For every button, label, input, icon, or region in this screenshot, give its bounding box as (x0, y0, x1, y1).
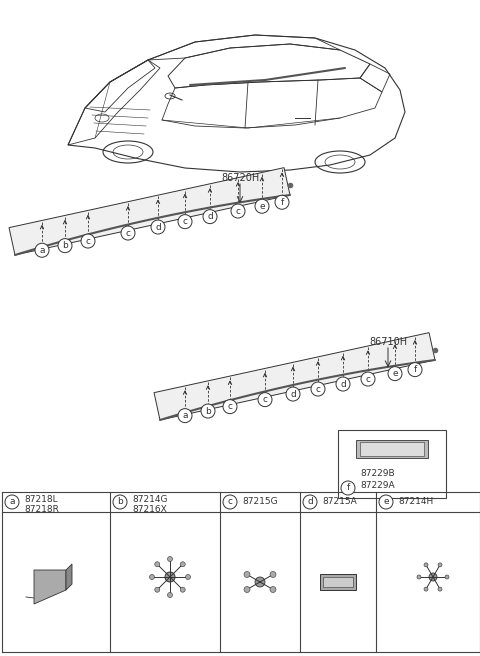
Circle shape (258, 393, 272, 407)
Circle shape (168, 556, 172, 562)
Circle shape (244, 571, 250, 577)
Circle shape (113, 495, 127, 509)
Circle shape (270, 586, 276, 592)
Text: d: d (207, 212, 213, 221)
Text: 86710H: 86710H (369, 337, 407, 347)
Text: e: e (383, 497, 389, 506)
Circle shape (336, 377, 350, 391)
Text: 87215G: 87215G (242, 497, 277, 506)
Polygon shape (66, 564, 72, 590)
Circle shape (388, 367, 402, 380)
Text: c: c (125, 228, 131, 237)
Text: a: a (182, 411, 188, 420)
Circle shape (445, 575, 449, 579)
Text: c: c (228, 497, 232, 506)
Polygon shape (360, 442, 424, 456)
Text: a: a (9, 497, 15, 506)
Text: d: d (307, 497, 313, 506)
FancyBboxPatch shape (338, 430, 446, 498)
Text: c: c (85, 237, 91, 245)
Circle shape (178, 215, 192, 229)
Circle shape (270, 571, 276, 577)
Text: c: c (365, 375, 371, 384)
Circle shape (151, 220, 165, 234)
Circle shape (5, 495, 19, 509)
Text: b: b (62, 241, 68, 250)
Circle shape (185, 575, 191, 579)
Circle shape (286, 387, 300, 401)
Text: 87218L: 87218L (24, 495, 58, 504)
Circle shape (244, 586, 250, 592)
Text: c: c (228, 402, 232, 411)
Circle shape (303, 495, 317, 509)
Text: c: c (263, 395, 267, 404)
Text: d: d (340, 380, 346, 388)
Circle shape (275, 195, 289, 209)
Circle shape (165, 572, 175, 582)
Text: e: e (392, 369, 398, 378)
Circle shape (231, 204, 245, 218)
Text: f: f (413, 365, 417, 374)
Text: b: b (205, 407, 211, 415)
Text: d: d (290, 390, 296, 399)
Circle shape (361, 372, 375, 386)
FancyBboxPatch shape (323, 577, 353, 587)
Polygon shape (9, 168, 290, 255)
Circle shape (424, 563, 428, 567)
Circle shape (81, 234, 95, 248)
Text: d: d (155, 222, 161, 232)
Circle shape (438, 587, 442, 591)
Circle shape (311, 382, 325, 396)
Text: c: c (315, 384, 321, 394)
Circle shape (35, 243, 49, 257)
Text: 87229A: 87229A (360, 482, 395, 491)
Text: f: f (280, 197, 284, 207)
Circle shape (180, 587, 185, 592)
Circle shape (223, 495, 237, 509)
Polygon shape (34, 570, 66, 604)
Circle shape (155, 587, 160, 592)
Circle shape (408, 363, 422, 377)
Text: 87216X: 87216X (132, 504, 167, 514)
Circle shape (155, 562, 160, 567)
Text: 87214H: 87214H (398, 497, 433, 506)
Circle shape (429, 573, 437, 581)
Circle shape (180, 562, 185, 567)
Text: e: e (259, 202, 265, 211)
Circle shape (168, 592, 172, 598)
Polygon shape (356, 440, 428, 458)
Circle shape (201, 404, 215, 418)
Circle shape (341, 481, 355, 495)
Text: 87215A: 87215A (322, 497, 357, 506)
Polygon shape (154, 333, 435, 420)
Circle shape (58, 239, 72, 253)
Text: f: f (347, 483, 349, 493)
Text: 87214G: 87214G (132, 495, 168, 504)
Circle shape (255, 199, 269, 213)
Text: c: c (182, 217, 188, 226)
Circle shape (438, 563, 442, 567)
Text: 87229B: 87229B (360, 470, 395, 478)
Text: 86720H: 86720H (221, 173, 259, 183)
Circle shape (149, 575, 155, 579)
Circle shape (203, 210, 217, 224)
Circle shape (178, 409, 192, 422)
Text: c: c (236, 207, 240, 216)
Text: 87218R: 87218R (24, 504, 59, 514)
FancyBboxPatch shape (320, 574, 356, 590)
Text: a: a (39, 246, 45, 255)
Circle shape (379, 495, 393, 509)
Circle shape (417, 575, 421, 579)
Circle shape (121, 226, 135, 240)
Circle shape (424, 587, 428, 591)
Circle shape (255, 577, 265, 587)
Circle shape (223, 400, 237, 414)
Text: b: b (117, 497, 123, 506)
